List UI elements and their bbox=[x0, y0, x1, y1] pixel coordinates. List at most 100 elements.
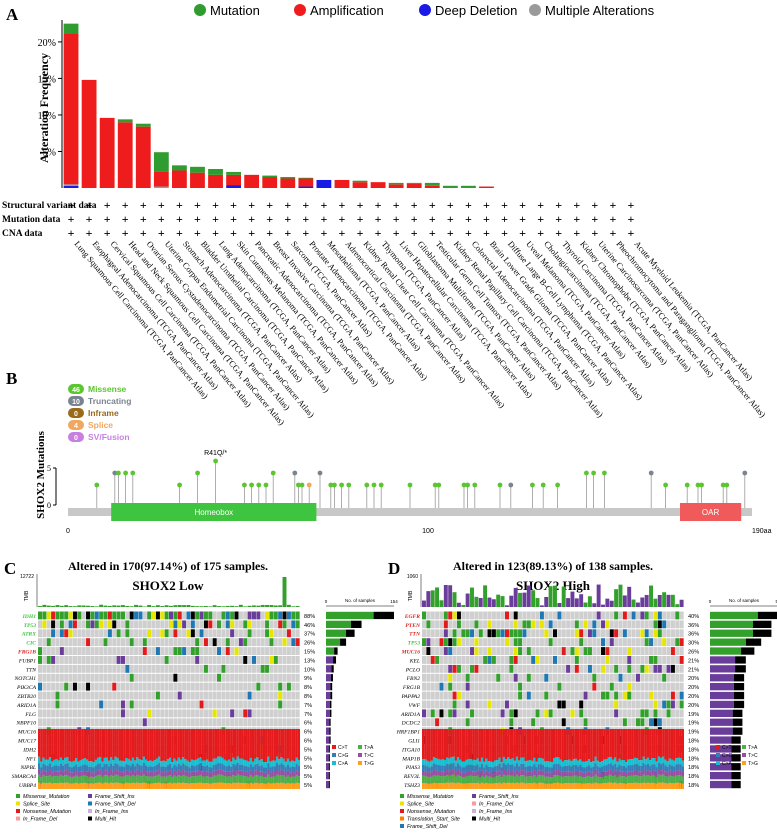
oncoplot-cell bbox=[614, 647, 619, 655]
oncoplot-cell bbox=[649, 664, 654, 673]
oncoplot-cell bbox=[443, 709, 448, 718]
titv-segment bbox=[236, 729, 239, 757]
tmb-bar bbox=[138, 605, 143, 607]
oncoplot-cell bbox=[265, 656, 270, 664]
tmb-bar bbox=[461, 605, 466, 607]
oncoplot-cell bbox=[234, 647, 239, 655]
titv-segment bbox=[489, 766, 492, 773]
oncoplot-cell bbox=[230, 629, 235, 638]
titv-segment bbox=[293, 766, 296, 773]
oncoplot-cell bbox=[679, 709, 684, 718]
titv-segment bbox=[208, 772, 211, 777]
titv-segment bbox=[190, 759, 194, 766]
oncoplot-cell bbox=[526, 682, 531, 691]
titv-segment bbox=[251, 772, 255, 777]
gene-count-bar bbox=[752, 629, 772, 637]
titv-segment bbox=[664, 776, 667, 784]
titv-segment bbox=[99, 769, 102, 775]
titv-segment bbox=[110, 757, 113, 764]
oncoplot-cell bbox=[456, 620, 461, 629]
tmb-bar bbox=[548, 586, 553, 607]
titv-segment bbox=[241, 775, 244, 783]
titv-segment bbox=[271, 760, 274, 767]
oncoplot-cell bbox=[125, 647, 130, 655]
titv-segment bbox=[127, 782, 130, 789]
titv-segment bbox=[518, 776, 521, 784]
titv-segment bbox=[422, 782, 425, 789]
titv-segment bbox=[550, 783, 553, 789]
oncoplot-cell bbox=[86, 718, 91, 727]
oncoplot-cell bbox=[155, 691, 160, 700]
oncoplot-cell bbox=[112, 682, 117, 691]
titv-segment bbox=[435, 764, 438, 771]
oncoplot-cell bbox=[199, 611, 204, 620]
titv-segment bbox=[491, 729, 495, 763]
data-row-mark: + bbox=[302, 226, 309, 240]
titv-segment bbox=[197, 758, 200, 765]
oncoplot-cell bbox=[679, 664, 684, 673]
titv-segment bbox=[238, 729, 242, 759]
variant-legend-swatch bbox=[88, 801, 92, 806]
oncoplot-cell bbox=[169, 629, 174, 638]
oncoplot-cell bbox=[238, 620, 243, 629]
titv-segment bbox=[258, 760, 261, 767]
legend-count: 0 bbox=[74, 435, 78, 442]
oncoplot-cell bbox=[579, 638, 584, 647]
titv-segment bbox=[197, 775, 200, 783]
data-row-mark: + bbox=[357, 198, 364, 212]
oncoplot-cell bbox=[644, 611, 649, 620]
gene-count-bar bbox=[329, 700, 332, 709]
oncoplot-cell bbox=[256, 709, 261, 718]
oncoplot-cell bbox=[430, 629, 435, 638]
gene-count-bar bbox=[329, 727, 331, 735]
gene-percent: 18% bbox=[688, 765, 699, 771]
oncoplot-cell bbox=[164, 647, 169, 655]
titv-segment bbox=[140, 765, 143, 772]
oncoplot-cell bbox=[644, 673, 649, 682]
oncoplot-cell bbox=[286, 629, 291, 638]
oncoplot-cell bbox=[470, 682, 475, 691]
oncoplot-cell bbox=[273, 691, 278, 700]
oncoplot-cell bbox=[217, 709, 222, 718]
gene-count-bar bbox=[710, 718, 733, 726]
oncoplot-cell bbox=[675, 664, 680, 673]
titv-segment bbox=[203, 760, 207, 767]
oncoplot-cell bbox=[90, 682, 95, 691]
titv-segment bbox=[153, 760, 156, 766]
titv-segment bbox=[72, 776, 76, 784]
oncoplot-cell bbox=[59, 647, 64, 655]
oncoplot-cell bbox=[103, 664, 108, 673]
oncoplot-cell bbox=[99, 691, 104, 700]
oncoplot-cell bbox=[199, 682, 204, 691]
gene-count-bar bbox=[373, 611, 394, 620]
oncoplot-cell bbox=[125, 691, 130, 700]
titv-segment bbox=[422, 770, 425, 776]
titv-segment bbox=[179, 729, 183, 760]
oncoplot-cell bbox=[120, 611, 125, 620]
panel-a-data-rows: Structural variant data+ + + + + + + + + + + + + + + + +… bbox=[2, 198, 635, 240]
titv-segment bbox=[470, 764, 473, 771]
titv-segment bbox=[467, 729, 471, 759]
oncoplot-cell bbox=[579, 664, 584, 673]
oncoplot-cell bbox=[295, 709, 300, 718]
legend-count: 4 bbox=[74, 423, 78, 430]
oncoplot-cell bbox=[622, 611, 627, 620]
variant-legend-label: In_Frame_Ins bbox=[95, 809, 129, 815]
titv-segment bbox=[670, 759, 674, 766]
titv-segment bbox=[68, 766, 71, 773]
oncoplot-cell bbox=[138, 629, 143, 638]
titv-segment bbox=[627, 765, 630, 772]
data-row-mark: + bbox=[68, 226, 75, 240]
oncoplot-cell bbox=[596, 691, 601, 700]
oncoplot-cell bbox=[208, 620, 213, 629]
oncoplot-cell bbox=[260, 611, 265, 620]
data-row-mark: + bbox=[284, 226, 291, 240]
titv-segment bbox=[666, 766, 669, 773]
titv-segment bbox=[123, 766, 126, 773]
titv-segment bbox=[566, 760, 569, 766]
legend-label: Mutation bbox=[210, 3, 260, 18]
titv-segment bbox=[75, 782, 78, 789]
oncoplot-cell bbox=[640, 656, 645, 664]
oncoplot-cell bbox=[94, 673, 99, 682]
oncoplot-cell bbox=[295, 718, 300, 727]
